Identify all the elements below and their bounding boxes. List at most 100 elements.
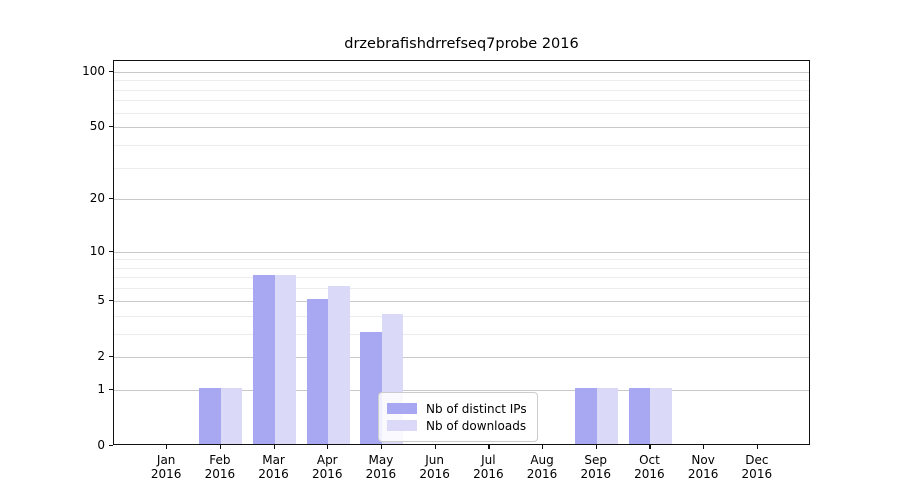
bar-oct-distinct-ips (628, 387, 651, 444)
x-tick-mark-sep (595, 445, 597, 449)
month-name: Nov (691, 453, 715, 467)
y-tick-mark-2 (109, 355, 113, 358)
month-name: Sep (584, 453, 608, 467)
gridline-30 (114, 167, 809, 169)
month-year: 2016 (473, 466, 504, 481)
gridline-100 (114, 71, 809, 73)
bar-feb-downloads (220, 387, 243, 444)
gridline-2 (114, 356, 809, 358)
month-year: 2016 (311, 466, 343, 481)
y-tick-mark-5 (109, 299, 113, 301)
gridline-7 (114, 277, 809, 279)
legend-row-downloads: Nb of downloads (387, 418, 527, 433)
x-tick-mark-oct (649, 445, 651, 449)
gridline-40 (114, 144, 809, 146)
bar-oct-downloads (650, 387, 672, 444)
x-tick-mark-jul (488, 445, 490, 449)
gridline-90 (114, 80, 809, 82)
y-tick-mark-100 (109, 70, 113, 72)
x-tick-label-apr: Apr 2016 (295, 453, 359, 481)
gridline-80 (114, 89, 809, 91)
legend-label-distinct-ips: Nb of distinct IPs (426, 401, 527, 416)
x-tick-mark-dec (756, 445, 759, 449)
x-tick-label-feb: Feb 2016 (188, 453, 252, 481)
legend-swatch-distinct-ips (387, 403, 417, 414)
month-year: 2016 (580, 466, 611, 481)
x-tick-mark-aug (542, 445, 544, 449)
gridline-60 (114, 112, 809, 114)
y-tick-mark-1 (109, 388, 113, 390)
x-tick-mark-may (380, 445, 383, 449)
month-year: 2016 (150, 466, 182, 481)
month-year: 2016 (741, 466, 773, 481)
legend-label-downloads: Nb of downloads (426, 418, 527, 433)
bar-may-distinct-ips (360, 331, 382, 444)
bar-apr-distinct-ips (306, 298, 329, 444)
gridline-9 (114, 259, 809, 261)
legend-swatch-downloads (387, 420, 417, 431)
plot-area (113, 60, 810, 445)
x-tick-label-jun: Jun 2016 (403, 453, 467, 481)
legend: Nb of distinct IPs Nb of downloads (378, 392, 538, 442)
x-tick-label-sep: Sep 2016 (564, 453, 628, 481)
x-tick-label-mar: Mar 2016 (242, 453, 306, 481)
gridline-8 (114, 267, 809, 269)
gridline-10 (114, 251, 809, 253)
bar-feb-distinct-ips (199, 387, 221, 444)
gridline-70 (114, 100, 809, 102)
month-name: Mar (262, 453, 285, 467)
y-tick-label-5: 5 (97, 292, 105, 307)
month-year: 2016 (634, 466, 665, 481)
bar-apr-downloads (328, 286, 350, 444)
gridline-3 (114, 333, 809, 335)
month-year: 2016 (419, 466, 450, 481)
x-tick-label-dec: Dec 2016 (725, 453, 789, 481)
y-tick-label-0: 0 (97, 438, 105, 452)
gridline-4 (114, 315, 809, 317)
month-name: Jun (425, 453, 445, 467)
gridline-1 (114, 389, 809, 391)
x-tick-mark-jun (434, 445, 436, 449)
y-tick-mark-0 (109, 445, 113, 447)
y-tick-label-10: 10 (89, 243, 105, 258)
month-name: Apr (316, 453, 338, 467)
x-tick-label-jan: Jan 2016 (134, 453, 198, 481)
y-tick-label-20: 20 (89, 191, 105, 206)
month-name: Jan (156, 453, 176, 467)
x-tick-label-may: May 2016 (349, 453, 413, 481)
month-year: 2016 (258, 466, 289, 481)
gridline-20 (114, 199, 809, 201)
x-tick-label-nov: Nov 2016 (671, 453, 735, 481)
gridline-6 (114, 288, 809, 290)
x-tick-label-oct: Oct 2016 (617, 453, 681, 481)
y-tick-mark-20 (109, 198, 113, 200)
x-tick-mark-feb (219, 445, 222, 449)
month-name: Aug (530, 453, 554, 467)
y-tick-label-1: 1 (97, 381, 105, 396)
x-tick-mark-jan (166, 445, 168, 449)
bar-sep-downloads (596, 387, 619, 444)
x-tick-label-aug: Aug 2016 (510, 453, 574, 481)
month-name: Dec (745, 453, 769, 467)
gridline-50 (114, 127, 809, 129)
month-name: Oct (639, 453, 660, 467)
bar-sep-distinct-ips (575, 387, 597, 444)
month-year: 2016 (365, 466, 397, 481)
month-name: May (368, 453, 394, 467)
x-tick-mark-apr (327, 445, 329, 449)
legend-row-distinct-ips: Nb of distinct IPs (387, 401, 527, 416)
chart-title: drzebrafishdrrefseq7probe 2016 (344, 36, 579, 52)
month-year: 2016 (526, 466, 558, 481)
y-tick-mark-50 (109, 126, 113, 128)
y-tick-mark-10 (109, 250, 113, 252)
y-tick-label-50: 50 (89, 119, 105, 134)
x-tick-label-jul: Jul 2016 (456, 453, 520, 481)
month-name: Feb (209, 453, 231, 467)
y-tick-label-2: 2 (97, 348, 105, 363)
bar-mar-distinct-ips (253, 275, 275, 444)
y-tick-label-100: 100 (82, 63, 105, 78)
gridline-5 (114, 300, 809, 302)
month-year: 2016 (204, 466, 236, 481)
month-year: 2016 (687, 466, 719, 481)
month-name: Jul (481, 453, 496, 467)
